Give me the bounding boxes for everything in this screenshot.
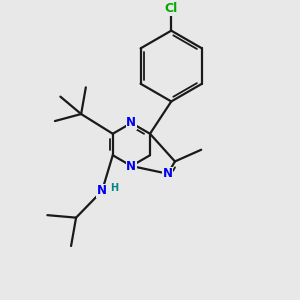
Text: N: N: [97, 184, 107, 197]
Text: N: N: [126, 160, 136, 172]
Text: N: N: [163, 167, 173, 180]
Text: N: N: [126, 116, 136, 130]
Text: H: H: [110, 183, 118, 193]
Text: Cl: Cl: [165, 2, 178, 16]
